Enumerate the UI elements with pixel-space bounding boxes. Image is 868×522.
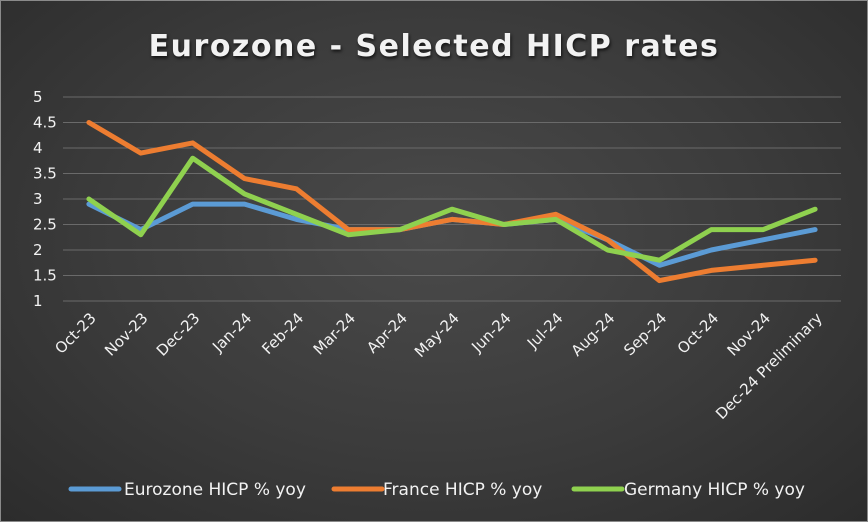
x-tick-label: Jul-24 <box>523 309 567 353</box>
x-tick-label: Sep-24 <box>620 309 670 359</box>
x-tick-label: Dec-23 <box>153 309 204 360</box>
x-tick-label: May-24 <box>411 309 463 361</box>
legend-label: Germany HICP % yoy <box>624 480 805 500</box>
x-tick-label: Apr-24 <box>363 309 411 357</box>
series-line-2 <box>86 120 818 284</box>
x-tick-label: Nov-23 <box>101 309 151 359</box>
x-tick-label: Aug-24 <box>568 309 619 360</box>
x-tick-label: Oct-24 <box>674 309 722 357</box>
x-tick-label: Feb-24 <box>258 309 307 358</box>
x-tick-label: Jan-24 <box>208 309 255 356</box>
y-tick-label: 2 <box>33 241 43 259</box>
y-tick-label: 2.5 <box>33 216 57 234</box>
y-tick-label: 3.5 <box>33 165 57 183</box>
x-tick-label: Jun-24 <box>467 309 514 356</box>
y-tick-label: 4 <box>33 139 43 157</box>
chart-title: Eurozone - Selected HICP rates <box>148 29 720 64</box>
y-tick-label: 3 <box>33 190 43 208</box>
legend-label: France HICP % yoy <box>383 480 542 500</box>
x-tick-label: Mar-24 <box>310 309 359 358</box>
x-tick-label: Nov-24 <box>724 309 774 359</box>
y-tick-label: 4.5 <box>33 114 57 132</box>
series-line-3 <box>86 155 818 263</box>
y-tick-label: 5 <box>33 88 43 106</box>
legend-label: Eurozone HICP % yoy <box>124 480 306 500</box>
y-tick-label: 1 <box>33 292 43 310</box>
y-tick-label: 1.5 <box>33 267 57 285</box>
x-tick-label: Oct-23 <box>51 309 99 357</box>
